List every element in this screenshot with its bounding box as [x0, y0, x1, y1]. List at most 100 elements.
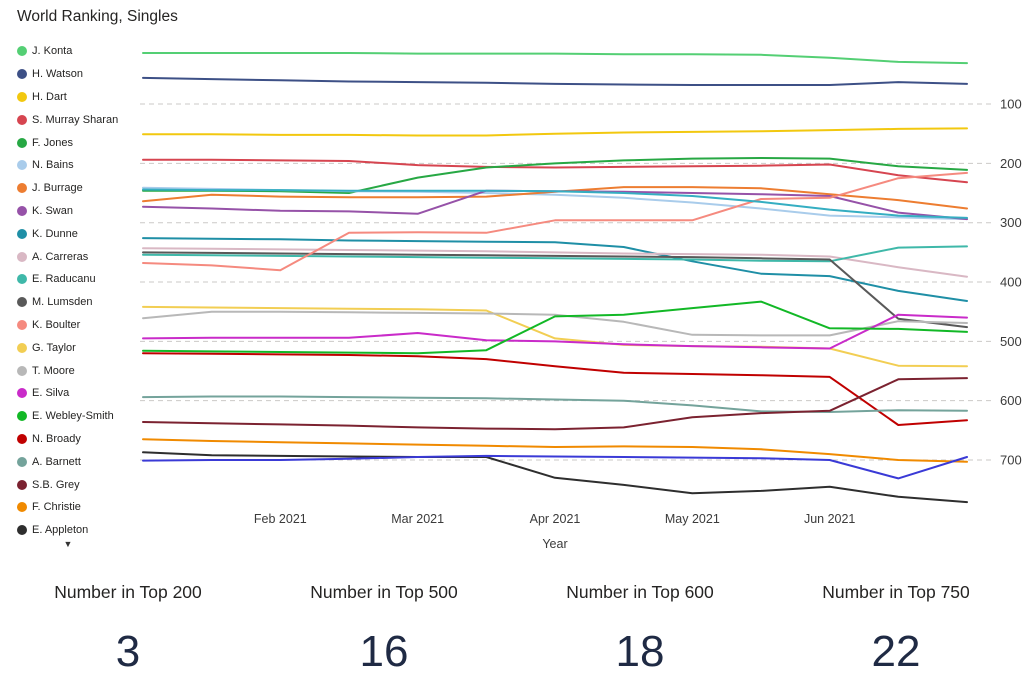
- legend-color-dot: [17, 183, 27, 194]
- x-axis-tick-label: Apr 2021: [530, 512, 581, 526]
- chevron-down-icon[interactable]: ▼: [63, 539, 73, 549]
- series-line-j-konta[interactable]: [142, 52, 968, 65]
- legend-item-label: K. Boulter: [32, 318, 81, 331]
- legend-item-a-carreras[interactable]: A. Carreras: [17, 245, 147, 268]
- series-line-a-carreras[interactable]: [142, 247, 968, 278]
- legend-item-a-barnett[interactable]: A. Barnett: [17, 450, 147, 473]
- series-line-unlabeled[interactable]: [142, 188, 968, 219]
- series-line-s-murray-sharan[interactable]: [142, 158, 968, 184]
- legend-item-j-burrage[interactable]: J. Burrage: [17, 177, 147, 200]
- legend-item-label: A. Carreras: [32, 250, 89, 263]
- legend-item-e-appleton[interactable]: E. Appleton: [17, 519, 147, 542]
- legend-color-dot: [17, 137, 27, 148]
- chart-title: World Ranking, Singles: [17, 8, 178, 25]
- legend-item-label: N. Broady: [32, 432, 81, 445]
- series-line-m-lumsden[interactable]: [142, 251, 968, 329]
- legend-item-label: T. Moore: [32, 364, 75, 377]
- kpi-value: 16: [359, 627, 409, 676]
- line-chart[interactable]: 100 200 300 400 500 600 700 Feb 2021 Mar 2021 Apr…: [0, 0, 1024, 560]
- legend-color-dot: [17, 479, 27, 490]
- legend-item-k-swan[interactable]: K. Swan: [17, 200, 147, 223]
- series-line-h-dart[interactable]: [142, 127, 968, 137]
- legend-item-n-broady[interactable]: N. Broady: [17, 428, 147, 451]
- chart-legend: J. Konta H. Watson H. Dart S. Murray Sharan…: [17, 40, 147, 542]
- legend-item-label: M. Lumsden: [32, 296, 93, 309]
- legend-item-s-murray-sharan[interactable]: S. Murray Sharan: [17, 108, 147, 131]
- kpi-card-number-in-top-750[interactable]: Number in Top 750 22: [768, 572, 1024, 677]
- series-line-k-boulter[interactable]: [142, 171, 968, 272]
- legend-item-label: S.B. Grey: [32, 478, 80, 491]
- legend-item-label: E. Raducanu: [32, 273, 96, 286]
- y-axis-tick-label: 500: [1000, 334, 1022, 349]
- kpi-value: 18: [615, 627, 665, 676]
- legend-item-e-webley-smith[interactable]: E. Webley-Smith: [17, 405, 147, 428]
- series-line-f-christie[interactable]: [142, 438, 968, 463]
- legend-item-label: H. Watson: [32, 68, 83, 81]
- legend-color-dot: [17, 342, 27, 353]
- legend-color-dot: [17, 228, 27, 239]
- series-line-h-watson[interactable]: [142, 76, 968, 86]
- kpi-label: Number in Top 750: [822, 582, 970, 602]
- legend-item-f-christie[interactable]: F. Christie: [17, 496, 147, 519]
- kpi-row: Number in Top 200 3 Number in Top 500 16 Num…: [0, 572, 1024, 677]
- legend-item-label: K. Dunne: [32, 227, 78, 240]
- kpi-card-number-in-top-600[interactable]: Number in Top 600 18: [512, 572, 768, 677]
- legend-item-j-konta[interactable]: J. Konta: [17, 40, 147, 63]
- y-axis-tick-label: 700: [1000, 453, 1022, 468]
- kpi-label: Number in Top 500: [310, 582, 458, 602]
- legend-color-dot: [17, 114, 27, 125]
- series-line-e-appleton[interactable]: [142, 451, 968, 504]
- legend-item-label: E. Webley-Smith: [32, 410, 114, 423]
- y-axis-tick-label: 400: [1000, 275, 1022, 290]
- x-axis-tick-label: Feb 2021: [254, 512, 307, 526]
- legend-color-dot: [17, 319, 27, 330]
- series-line-e-silva[interactable]: [142, 313, 968, 350]
- series-line-a-barnett[interactable]: [142, 395, 968, 413]
- legend-color-dot: [17, 251, 27, 262]
- legend-item-f-jones[interactable]: F. Jones: [17, 131, 147, 154]
- legend-item-label: N. Bains: [32, 159, 74, 172]
- kpi-value: 22: [871, 627, 921, 676]
- kpi-card-number-in-top-500[interactable]: Number in Top 500 16: [256, 572, 512, 677]
- legend-item-h-dart[interactable]: H. Dart: [17, 86, 147, 109]
- y-axis-tick-label: 600: [1000, 393, 1022, 408]
- legend-item-k-dunne[interactable]: K. Dunne: [17, 222, 147, 245]
- series-line-k-dunne[interactable]: [142, 237, 968, 302]
- series-line-n-broady[interactable]: [142, 352, 968, 426]
- series-line-e-raducanu[interactable]: [142, 245, 968, 263]
- series-line-t-moore[interactable]: [142, 310, 968, 337]
- legend-item-label: A. Barnett: [32, 455, 81, 468]
- series-line-s-b-grey[interactable]: [142, 377, 968, 431]
- legend-item-k-boulter[interactable]: K. Boulter: [17, 314, 147, 337]
- legend-item-label: F. Jones: [32, 136, 73, 149]
- legend-item-label: S. Murray Sharan: [32, 113, 119, 126]
- series-line-unlabeled[interactable]: [142, 454, 968, 480]
- legend-item-e-silva[interactable]: E. Silva: [17, 382, 147, 405]
- x-axis-tick-label: May 2021: [665, 512, 720, 526]
- legend-color-dot: [17, 433, 27, 444]
- series-line-f-jones[interactable]: [142, 157, 968, 194]
- legend-item-t-moore[interactable]: T. Moore: [17, 359, 147, 382]
- kpi-value: 3: [115, 627, 141, 676]
- legend-color-dot: [17, 46, 27, 57]
- series-line-e-webley-smith[interactable]: [142, 300, 968, 355]
- legend-item-g-taylor[interactable]: G. Taylor: [17, 336, 147, 359]
- x-axis-tick-label: Mar 2021: [391, 512, 444, 526]
- y-axis-tick-label: 100: [1000, 97, 1022, 112]
- legend-item-h-watson[interactable]: H. Watson: [17, 63, 147, 86]
- legend-item-e-raducanu[interactable]: E. Raducanu: [17, 268, 147, 291]
- legend-item-n-bains[interactable]: N. Bains: [17, 154, 147, 177]
- x-axis-title: Year: [542, 537, 567, 551]
- legend-color-dot: [17, 365, 27, 376]
- legend-color-dot: [17, 411, 27, 422]
- legend-item-label: E. Silva: [32, 387, 70, 400]
- legend-color-dot: [17, 502, 27, 513]
- legend-item-label: G. Taylor: [32, 341, 76, 354]
- legend-color-dot: [17, 91, 27, 102]
- legend-item-label: K. Swan: [32, 204, 73, 217]
- legend-item-s-b-grey[interactable]: S.B. Grey: [17, 473, 147, 496]
- kpi-card-number-in-top-200[interactable]: Number in Top 200 3: [0, 572, 256, 677]
- legend-item-label: J. Burrage: [32, 182, 83, 195]
- legend-item-m-lumsden[interactable]: M. Lumsden: [17, 291, 147, 314]
